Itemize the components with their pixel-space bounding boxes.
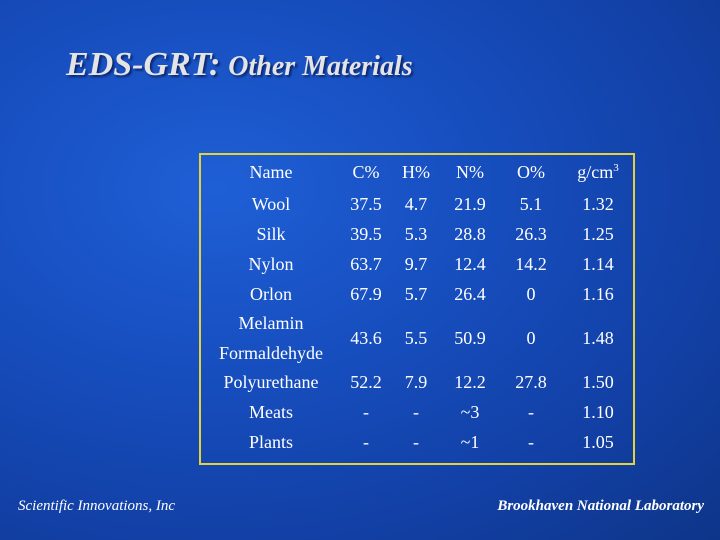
cell-density: 1.05	[582, 432, 614, 452]
cell-density: 1.32	[582, 194, 614, 214]
footer-laboratory: Brookhaven National Laboratory	[497, 498, 704, 514]
cell-carbon: 39.5	[350, 224, 382, 244]
cell-carbon: 52.2	[350, 372, 382, 392]
cell-nitrogen: 28.8	[454, 224, 486, 244]
cell-hydrogen: -	[413, 432, 419, 452]
cell-oxygen: 0	[526, 284, 536, 304]
cell-carbon: -	[363, 432, 369, 452]
table-header-row: Name C% H% N% O% g/cm3	[201, 155, 633, 189]
cell-oxygen: -	[528, 402, 534, 422]
cell-oxygen: 0	[526, 328, 536, 348]
cell-carbon: 63.7	[350, 254, 382, 274]
table-row: Wool 37.5 4.7 21.9 5.1 1.32	[201, 189, 633, 219]
table-row: Nylon 63.7 9.7 12.4 14.2 1.14	[201, 249, 633, 279]
header-carbon: C%	[352, 162, 380, 182]
cell-carbon: 37.5	[350, 194, 382, 214]
cell-nitrogen: 12.2	[454, 372, 486, 392]
cell-name: Nylon	[248, 254, 294, 274]
header-oxygen: O%	[517, 162, 545, 182]
slide-title-main: EDS-GRT:	[66, 46, 221, 83]
cell-oxygen: -	[528, 432, 534, 452]
cell-hydrogen: 7.9	[404, 372, 428, 392]
cell-hydrogen: 5.3	[404, 224, 428, 244]
header-density: g/cm3	[563, 155, 633, 189]
header-density-unit: g/cm	[577, 162, 614, 182]
cell-density: 1.14	[582, 254, 614, 274]
cell-carbon: 43.6	[350, 328, 382, 348]
cell-hydrogen: 5.5	[404, 328, 428, 348]
table-row: Silk 39.5 5.3 28.8 26.3 1.25	[201, 219, 633, 249]
cell-nitrogen: 12.4	[454, 254, 486, 274]
header-nitrogen: N%	[456, 162, 484, 182]
header-density-exponent: 3	[613, 162, 619, 174]
table-row: Meats - - ~3 - 1.10	[201, 397, 633, 427]
slide-title-sub: Other Materials	[228, 51, 413, 82]
cell-name: Wool	[251, 194, 291, 214]
materials-table-box: Name C% H% N% O% g/cm3 Wool 37.5 4.7 21.…	[199, 153, 635, 465]
cell-density: 1.50	[582, 372, 614, 392]
cell-nitrogen: 26.4	[454, 284, 486, 304]
cell-nitrogen: ~1	[460, 432, 480, 452]
cell-hydrogen: 5.7	[404, 284, 428, 304]
table-row: Melamin Formaldehyde 43.6 5.5 50.9 0 1.48	[201, 309, 633, 367]
table-row: Plants - - ~1 - 1.05	[201, 427, 633, 457]
cell-nitrogen: ~3	[460, 402, 480, 422]
cell-nitrogen: 21.9	[454, 194, 486, 214]
cell-name: Polyurethane	[223, 372, 319, 392]
cell-hydrogen: 9.7	[404, 254, 428, 274]
cell-oxygen: 26.3	[515, 224, 547, 244]
cell-nitrogen: 50.9	[454, 328, 486, 348]
cell-name: Meats	[249, 402, 293, 422]
cell-name-line-2: Formaldehyde	[219, 343, 323, 363]
cell-name: Plants	[248, 432, 293, 452]
cell-carbon: -	[363, 402, 369, 422]
cell-density: 1.48	[582, 328, 614, 348]
cell-oxygen: 27.8	[515, 372, 547, 392]
slide-title: EDS-GRT: Other Materials	[66, 44, 413, 87]
materials-table: Name C% H% N% O% g/cm3 Wool 37.5 4.7 21.…	[201, 155, 633, 457]
cell-name: Silk	[256, 224, 286, 244]
cell-name: Melamin Formaldehyde	[201, 309, 341, 367]
table-row: Orlon 67.9 5.7 26.4 0 1.16	[201, 279, 633, 309]
cell-name-line-1: Melamin	[238, 313, 304, 333]
header-name: Name	[249, 162, 293, 182]
cell-oxygen: 14.2	[515, 254, 547, 274]
cell-hydrogen: -	[413, 402, 419, 422]
cell-oxygen: 5.1	[519, 194, 543, 214]
cell-hydrogen: 4.7	[404, 194, 428, 214]
cell-name: Orlon	[250, 284, 292, 304]
cell-density: 1.10	[582, 402, 614, 422]
cell-density: 1.25	[582, 224, 614, 244]
cell-carbon: 67.9	[350, 284, 382, 304]
cell-density: 1.16	[582, 284, 614, 304]
table-row: Polyurethane 52.2 7.9 12.2 27.8 1.50	[201, 367, 633, 397]
header-hydrogen: H%	[402, 162, 430, 182]
footer-company: Scientific Innovations, Inc	[18, 498, 176, 514]
